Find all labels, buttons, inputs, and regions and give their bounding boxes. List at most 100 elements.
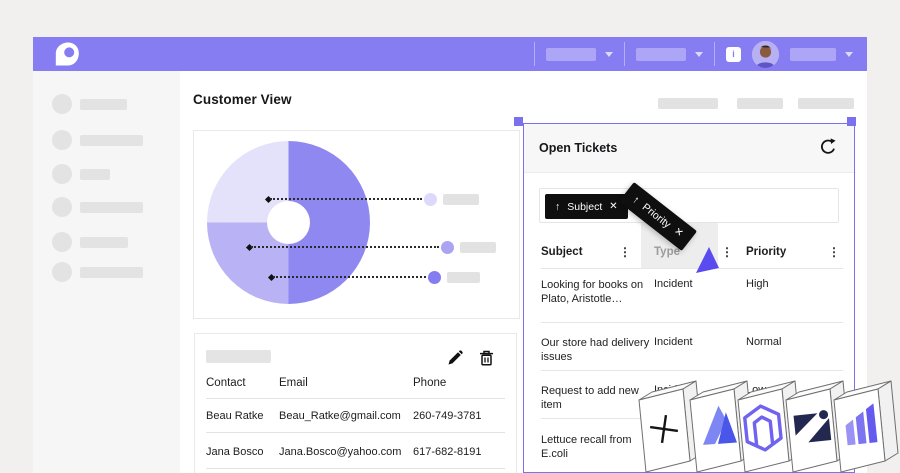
plus-icon xyxy=(649,414,679,444)
magento-icon xyxy=(743,404,783,452)
mouse-cursor-icon xyxy=(696,247,719,279)
avatar[interactable] xyxy=(752,40,779,68)
contact-name: Beau Ratke xyxy=(206,410,264,422)
divider xyxy=(541,370,843,371)
legend-dot-1 xyxy=(424,193,437,206)
chevron-down-icon xyxy=(605,51,613,57)
contacts-col-phone: Phone xyxy=(413,377,447,389)
sidebar xyxy=(33,71,180,473)
leader-line-1 xyxy=(270,198,422,200)
sidebar-item-label-placeholder xyxy=(80,201,143,213)
topbar-select-2-placeholder xyxy=(636,47,686,61)
column-menu-icon[interactable]: ⋮ xyxy=(721,245,733,259)
selection-handle-top-right[interactable] xyxy=(847,117,856,126)
col-type[interactable]: Type xyxy=(654,246,680,258)
chevron-down-icon xyxy=(695,51,703,57)
contact-email: Jana.Bosco@yahoo.com xyxy=(279,446,402,458)
sidebar-item-icon xyxy=(52,197,72,217)
tickets-column-header: Subject ⋮ Type ⋮ Priority ⋮ xyxy=(524,240,854,268)
divider xyxy=(541,322,843,323)
topbar-select-1-placeholder xyxy=(546,47,596,61)
divider xyxy=(206,432,505,433)
ticket-subject: Looking for books on Plato, Aristotle… xyxy=(541,279,644,305)
ticket-priority: High xyxy=(746,278,769,290)
sort-up-icon: ↑ xyxy=(555,200,561,213)
close-icon[interactable]: ✕ xyxy=(671,225,686,240)
contact-phone: 260-749-3781 xyxy=(413,410,482,422)
contacts-col-contact: Contact xyxy=(206,377,246,389)
contacts-card: Contact Email Phone Beau Ratke Beau_Ratk… xyxy=(194,333,517,473)
legend-label-placeholder-3 xyxy=(447,272,480,283)
sidebar-item-1[interactable] xyxy=(52,94,127,114)
delete-icon[interactable] xyxy=(479,350,494,371)
sidebar-item-5[interactable] xyxy=(52,232,128,252)
divider xyxy=(206,468,505,469)
header-action-placeholder-2[interactable] xyxy=(737,98,783,109)
topbar-select-1[interactable] xyxy=(546,47,613,61)
app-logo-icon xyxy=(54,41,80,67)
app-topbar: i xyxy=(33,37,867,71)
header-action-placeholder-3[interactable] xyxy=(798,98,854,109)
topbar-select-2[interactable] xyxy=(636,47,703,61)
legend-dot-2 xyxy=(441,241,454,254)
tickets-header: Open Tickets xyxy=(524,124,854,173)
ticket-subject: Lettuce recall from E.coli xyxy=(541,434,632,460)
sidebar-item-icon xyxy=(52,130,72,150)
header-action-placeholder-1[interactable] xyxy=(658,98,718,109)
sidebar-item-icon xyxy=(52,232,72,252)
ticket-priority: Normal xyxy=(746,336,782,348)
edit-icon[interactable] xyxy=(447,350,463,371)
topbar-divider xyxy=(534,42,535,66)
sort-up-icon: ↑ xyxy=(630,193,643,206)
ticket-subject: Request to add new item xyxy=(541,385,639,411)
divider xyxy=(206,398,505,399)
tickets-title: Open Tickets xyxy=(539,141,618,155)
sidebar-item-2[interactable] xyxy=(52,130,143,150)
donut-chart-card xyxy=(193,130,520,319)
column-menu-icon[interactable]: ⋮ xyxy=(828,245,840,259)
contact-name: Jana Bosco xyxy=(206,446,264,458)
sidebar-item-label-placeholder xyxy=(80,266,143,278)
integration-tile-dynamics[interactable] xyxy=(828,372,900,473)
zendesk-icon xyxy=(793,410,832,443)
sidebar-item-icon xyxy=(52,262,72,282)
sidebar-item-4[interactable] xyxy=(52,197,143,217)
info-icon[interactable]: i xyxy=(726,46,741,62)
ticket-type: Incident xyxy=(654,278,693,290)
sidebar-item-6[interactable] xyxy=(52,262,143,282)
dynamics-icon xyxy=(845,403,878,446)
sort-chip-subject[interactable]: ↑ Subject ✕ xyxy=(545,194,628,219)
topbar-user-placeholder xyxy=(790,47,836,61)
sidebar-item-icon xyxy=(52,164,72,184)
contacts-col-email: Email xyxy=(279,377,308,389)
selection-handle-top-left[interactable] xyxy=(514,117,523,126)
legend-label-placeholder-1 xyxy=(443,194,479,205)
col-subject[interactable]: Subject xyxy=(541,246,583,258)
donut-chart[interactable] xyxy=(207,141,370,304)
sidebar-item-label-placeholder xyxy=(80,168,110,180)
legend-label-placeholder-2 xyxy=(460,242,496,253)
contact-email: Beau_Ratke@gmail.com xyxy=(279,410,401,422)
sort-chip-label: Subject xyxy=(567,200,603,213)
sidebar-item-icon xyxy=(52,94,72,114)
topbar-user-menu[interactable] xyxy=(790,47,853,61)
sidebar-item-label-placeholder xyxy=(80,236,128,248)
sidebar-item-3[interactable] xyxy=(52,164,110,184)
leader-line-2 xyxy=(251,246,439,248)
column-menu-icon[interactable]: ⋮ xyxy=(619,245,631,259)
ticket-type: Incident xyxy=(654,336,693,348)
col-priority[interactable]: Priority xyxy=(746,246,787,258)
leader-line-3 xyxy=(273,276,426,278)
close-icon[interactable]: ✕ xyxy=(609,201,618,212)
topbar-divider xyxy=(714,42,715,66)
ticket-subject: Our store had delivery issues xyxy=(541,337,650,363)
sidebar-item-label-placeholder xyxy=(80,134,143,146)
sidebar-item-label-placeholder xyxy=(80,98,127,110)
topbar-divider xyxy=(624,42,625,66)
legend-dot-3 xyxy=(428,271,441,284)
azure-icon xyxy=(703,405,737,445)
divider xyxy=(541,268,843,269)
contact-phone: 617-682-8191 xyxy=(413,446,482,458)
refresh-icon[interactable] xyxy=(819,138,837,161)
